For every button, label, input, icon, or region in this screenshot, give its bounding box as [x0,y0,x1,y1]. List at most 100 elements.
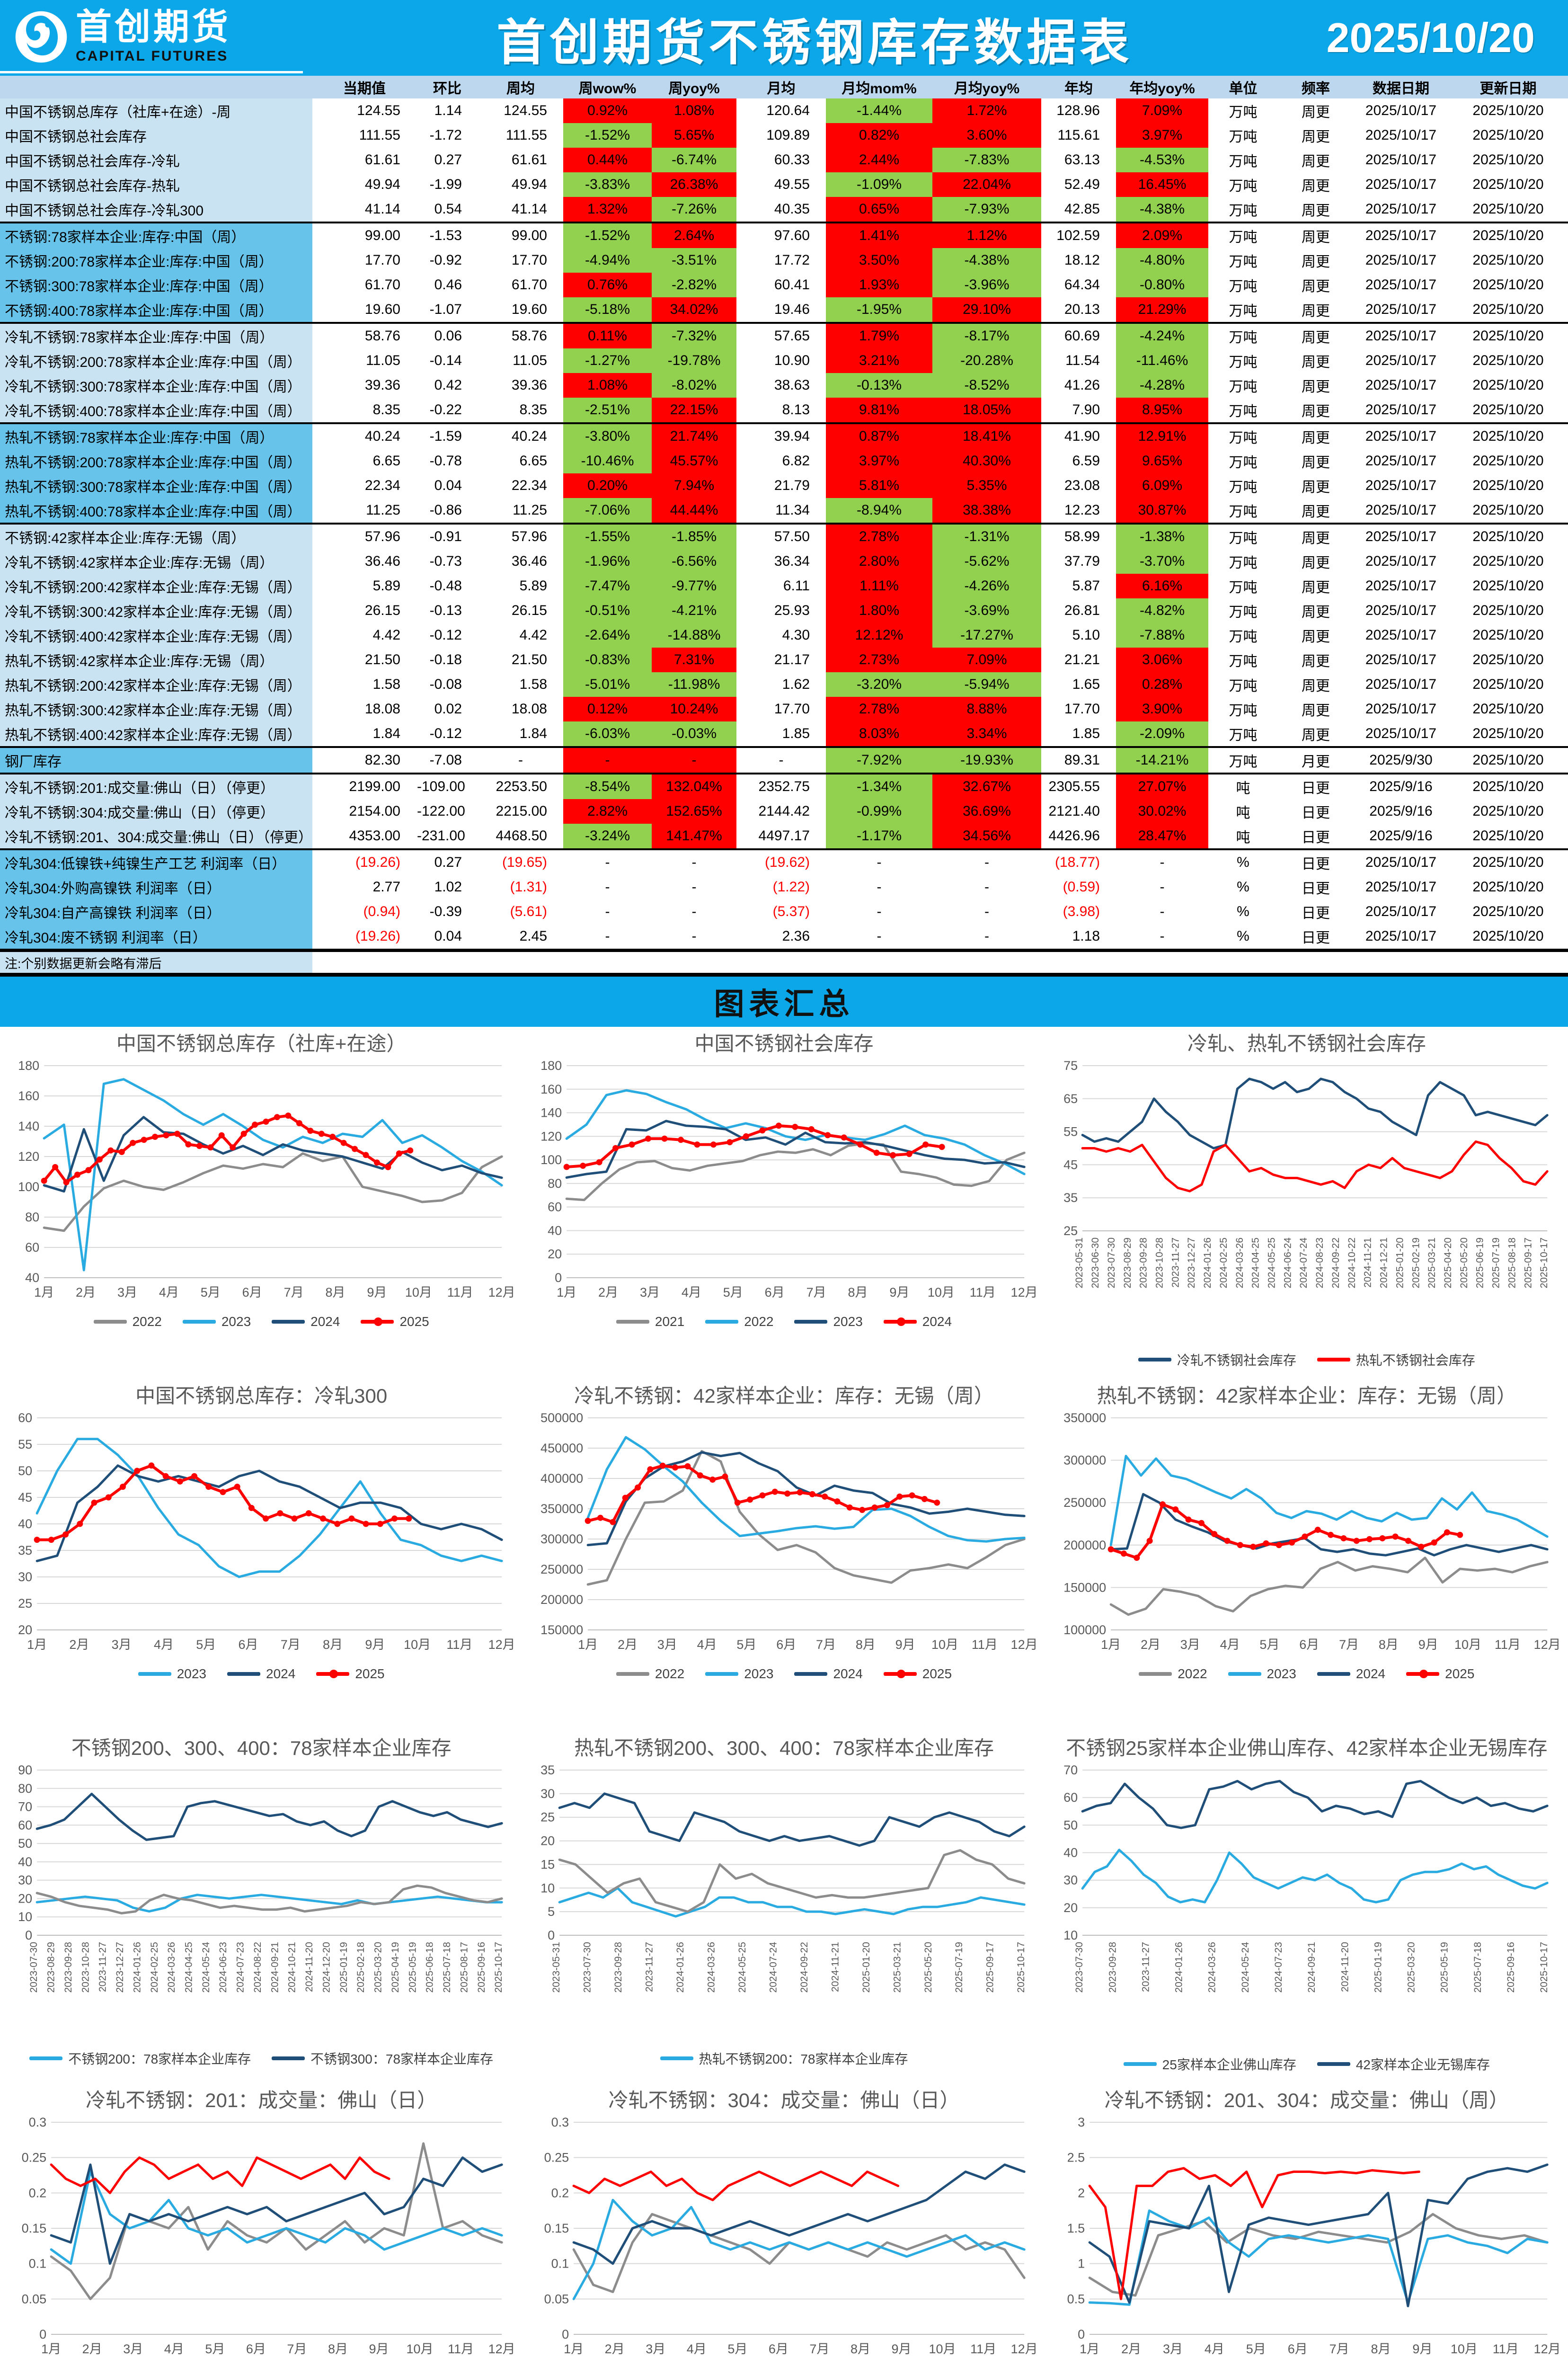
table-row: 不锈钢:78家样本企业:库存:中国（周） 99.00 -1.53 99.00 -1.52… [0,222,1568,248]
svg-text:12月: 12月 [1011,2342,1037,2356]
svg-text:40: 40 [18,1855,32,1869]
legend-item: 2025 [361,1314,429,1329]
svg-text:3: 3 [1078,2115,1085,2129]
brand-logo-icon [15,11,67,62]
cell-月均: 4497.17 [736,824,826,849]
cell-数据日期: 2025/9/16 [1354,773,1448,799]
legend-item: 2025 [883,1666,952,1682]
cell-更新日期: 2025/10/20 [1448,348,1568,373]
svg-text:2月: 2月 [69,1637,89,1652]
svg-text:2024-10-22: 2024-10-22 [1346,1237,1357,1288]
cell-更新日期: 2025/10/20 [1448,648,1568,672]
chart-plot: 0 10 20 30 40 50 60 70 80 90 2023-07-30 2023-08-29 2… [18,1763,504,1993]
svg-text:60: 60 [18,1818,32,1832]
cell-更新日期: 2025/10/20 [1448,574,1568,598]
cell-月均mom%: 3.21% [826,348,932,373]
svg-text:4月: 4月 [687,2342,707,2356]
svg-text:100: 100 [18,1180,39,1194]
chart-9: 不锈钢25家样本企业佛山库存、42家样本企业无锡库存 10 20 30 40 50 60 70… [1045,1731,1568,2083]
svg-text:11月: 11月 [1492,2342,1518,2356]
legend-label: 2022 [132,1314,162,1329]
svg-text:4月: 4月 [159,1285,179,1299]
col-header-9: 年均yoy% [1116,76,1208,98]
cell-周wow%: 2.82% [563,799,652,824]
legend-swatch-icon [1138,1358,1171,1361]
legend-label: 2023 [1267,1666,1296,1681]
chart-legend: 2023 2024 2025 [9,1659,514,1689]
svg-text:3月: 3月 [1163,2342,1183,2356]
table-row: 不锈钢:42家样本企业:库存:无锡（周） 57.96 -0.91 57.96 -1.55… [0,523,1568,549]
svg-text:55: 55 [18,1437,32,1451]
svg-text:45: 45 [1063,1157,1078,1172]
row-label: 热轧不锈钢:78家样本企业:库存:中国（周） [0,422,312,449]
cell-周wow%: -4.94% [563,248,652,273]
row-label: 冷轧304:外购高镍铁 利润率（日） [0,875,312,899]
table-row: 冷轧不锈钢:78家样本企业:库存:中国（周） 58.76 0.06 58.76 0.11… [0,322,1568,348]
table-row: 冷轧不锈钢:300:78家样本企业:库存:中国（周） 39.36 0.42 39.36… [0,373,1568,398]
cell-周wow%: -5.18% [563,297,652,323]
svg-text:2024-03-26: 2024-03-26 [1206,1942,1217,1993]
cell-更新日期: 2025/10/20 [1448,523,1568,549]
cell-环比: -231.00 [416,824,478,849]
brand: 首创期货 CAPITAL FUTURES [0,2,303,73]
cell-月均yoy%: -5.94% [932,672,1041,697]
row-label: 不锈钢:200:78家样本企业:库存:中国（周） [0,248,312,273]
svg-text:11月: 11月 [447,1285,473,1299]
legend-swatch-icon [316,1670,350,1678]
cell-月均: (1.22) [736,875,826,899]
svg-text:2月: 2月 [618,1637,638,1652]
chart-title: 中国不锈钢总库存（社库+在途） [116,1032,407,1055]
cell-年均yoy%: -11.46% [1116,348,1208,373]
cell-更新日期: 2025/10/20 [1448,273,1568,297]
svg-text:0.25: 0.25 [22,2151,47,2165]
cell-频率: 周更 [1278,373,1354,398]
cell-周yoy%: 152.65% [652,799,736,824]
svg-text:500000: 500000 [540,1411,583,1425]
cell-频率: 周更 [1278,648,1354,672]
cell-当期值: (19.26) [312,848,416,875]
svg-text:100: 100 [540,1153,562,1167]
cell-频率: 日更 [1278,924,1354,950]
cell-周wow%: -2.64% [563,623,652,648]
svg-text:2023-11-27: 2023-11-27 [97,1942,108,1992]
cell-周均: 111.55 [478,123,563,148]
col-header-12: 数据日期 [1354,76,1448,98]
cell-当期值: 21.50 [312,648,416,672]
cell-年均yoy%: -2.09% [1116,721,1208,747]
cell-月均: 39.94 [736,422,826,449]
cell-月均yoy%: 18.41% [932,422,1041,449]
cell-环比: 1.14 [416,98,478,123]
cell-更新日期: 2025/10/20 [1448,297,1568,323]
cell-当期值: 2154.00 [312,799,416,824]
cell-年均yoy%: - [1116,899,1208,924]
cell-数据日期: 2025/10/17 [1354,848,1448,875]
row-label: 冷轧304:废不锈钢 利润率（日） [0,924,312,950]
cell-周wow%: 0.92% [563,98,652,123]
svg-text:2025-05-19: 2025-05-19 [407,1942,418,1993]
cell-月均: 57.50 [736,523,826,549]
svg-text:0.2: 0.2 [29,2186,47,2200]
cell-当期值: 19.60 [312,297,416,323]
cell-月均yoy%: 1.72% [932,98,1041,123]
cell-环比: 0.06 [416,322,478,348]
svg-text:2024-09-22: 2024-09-22 [1330,1237,1341,1288]
svg-text:10月: 10月 [407,2342,434,2356]
cell-周wow%: - [563,924,652,950]
svg-text:350000: 350000 [1063,1411,1106,1425]
cell-当期值: 17.70 [312,248,416,273]
cell-周wow%: -0.83% [563,648,652,672]
chart-7: 不锈钢200、300、400：78家样本企业库存 0 10 20 30 40 50 60 70 8… [0,1731,523,2083]
row-label: 冷轧304:自产高镍铁 利润率（日） [0,899,312,924]
cell-月均: 40.35 [736,197,826,222]
chart-legend: 25家样本企业佛山库存 42家样本企业无锡库存 [1054,2049,1559,2079]
cell-年均: 63.13 [1041,148,1116,172]
row-label: 冷轧304:低镍铁+纯镍生产工艺 利润率（日） [0,848,312,875]
legend-swatch-icon [616,1672,649,1676]
cell-周wow%: 1.08% [563,373,652,398]
svg-text:9月: 9月 [369,2342,389,2356]
cell-环比: -7.08 [416,746,478,774]
cell-年均: 41.26 [1041,373,1116,398]
legend-item: 2021 [616,1314,684,1329]
svg-text:60: 60 [1063,1790,1078,1805]
svg-text:2023-09-28: 2023-09-28 [613,1942,624,1993]
